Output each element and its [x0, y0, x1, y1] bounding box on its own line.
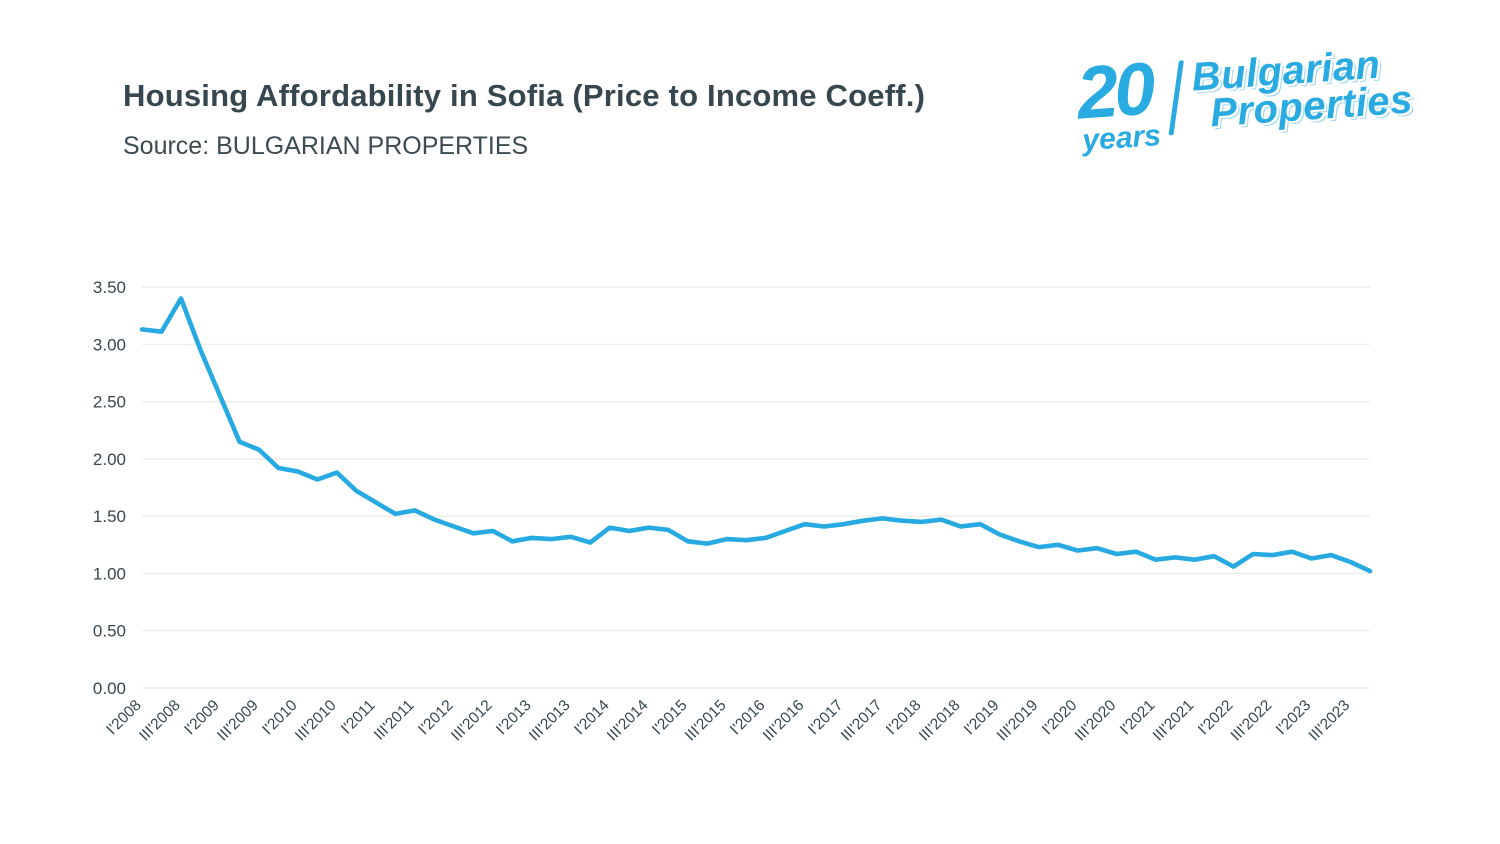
svg-text:1.50: 1.50	[93, 507, 126, 526]
svg-text:III'2018: III'2018	[916, 697, 964, 745]
svg-text:III'2017: III'2017	[838, 697, 886, 745]
svg-text:III'2008: III'2008	[136, 697, 184, 745]
logo-years-label: years	[1081, 119, 1162, 158]
svg-text:1.00: 1.00	[93, 564, 126, 583]
svg-text:III'2019: III'2019	[994, 697, 1042, 745]
svg-text:III'2014: III'2014	[604, 697, 652, 745]
svg-text:III'2012: III'2012	[448, 697, 496, 745]
logo-number: 20	[1073, 46, 1154, 135]
svg-text:2.50: 2.50	[93, 393, 126, 412]
svg-text:III'2023: III'2023	[1306, 697, 1354, 745]
svg-text:0.00: 0.00	[93, 679, 126, 698]
svg-text:III'2021: III'2021	[1150, 697, 1198, 745]
svg-text:III'2011: III'2011	[371, 697, 418, 744]
chart-header: Housing Affordability in Sofia (Price to…	[123, 78, 925, 161]
svg-text:III'2016: III'2016	[760, 697, 808, 745]
logo-20-years: 20 years	[1073, 46, 1162, 159]
logo-slash-divider	[1168, 60, 1185, 136]
svg-text:III'2013: III'2013	[526, 697, 574, 745]
source-label: Source: BULGARIAN PROPERTIES	[123, 132, 529, 160]
svg-text:2.00: 2.00	[93, 450, 126, 469]
bulgarian-properties-logo: 20 years Bulgarian Properties	[1073, 40, 1415, 159]
logo-wordmark-line2: Properties	[1208, 77, 1414, 136]
svg-text:III'2010: III'2010	[292, 697, 340, 745]
svg-text:III'2015: III'2015	[682, 697, 730, 745]
line-chart-svg: 0.000.501.001.502.002.503.003.50I'2008II…	[93, 278, 1373, 745]
svg-text:0.50: 0.50	[93, 622, 126, 641]
page-title: Housing Affordability in Sofia (Price to…	[123, 78, 926, 113]
svg-text:3.50: 3.50	[93, 278, 126, 297]
svg-text:III'2020: III'2020	[1072, 697, 1120, 745]
svg-text:III'2009: III'2009	[214, 697, 262, 745]
svg-text:III'2022: III'2022	[1228, 697, 1276, 745]
logo-wordmark: Bulgarian Properties	[1190, 43, 1414, 136]
svg-text:3.00: 3.00	[93, 335, 126, 354]
line-chart: 0.00 0.50 1.00 1.50 2.00 2.50 3.00 3.50 I'2008 II…	[58, 260, 1388, 825]
